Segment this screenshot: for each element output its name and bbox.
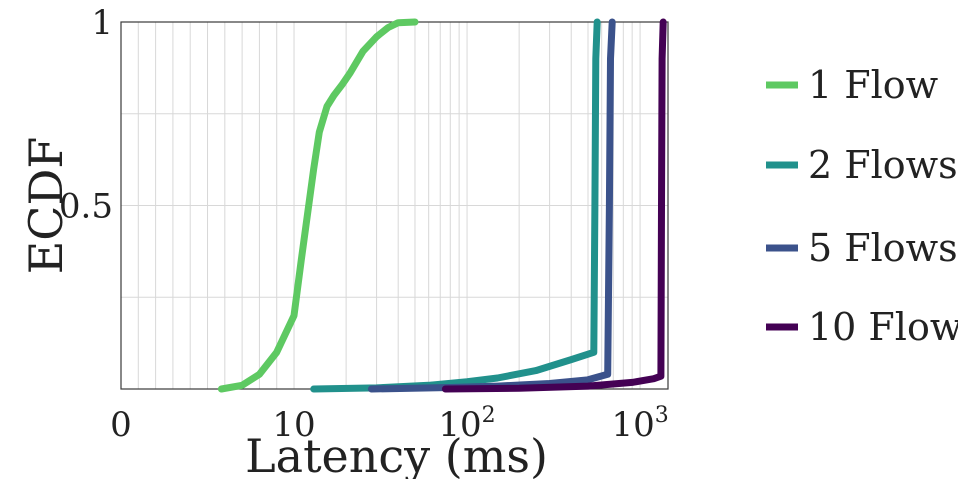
x-tick-base: 10 <box>438 405 481 445</box>
x-tick-label: 0 <box>110 405 132 445</box>
series-lines <box>217 18 667 393</box>
grid-lines <box>121 22 668 389</box>
y-tick-label: 0.5 <box>59 187 113 227</box>
x-axis-label: Latency (ms) <box>245 429 548 479</box>
y-tick-label: 1 <box>91 3 113 43</box>
y-axis-label: ECDF <box>19 137 73 275</box>
x-tick-label: 103 <box>611 403 668 445</box>
x-tick-base: 10 <box>611 405 654 445</box>
series-line-1-flow <box>217 18 419 393</box>
legend-label: 1 Flow <box>808 63 939 107</box>
x-tick-label: 10 <box>272 405 315 445</box>
series-line-10-flows <box>441 18 667 393</box>
legend-label: 5 Flows <box>808 226 958 270</box>
x-tick-base: 0 <box>110 405 132 445</box>
x-tick-exponent: 2 <box>482 403 496 428</box>
x-tick-labels: 0 10 102 103 <box>110 403 669 445</box>
legend-label: 2 Flows <box>808 143 958 187</box>
y-tick-labels: 0.51 <box>59 3 113 227</box>
x-tick-exponent: 3 <box>655 403 669 428</box>
legend: 1 Flow 2 Flows 5 Flows 10 Flows <box>766 63 958 349</box>
x-tick-base: 10 <box>272 405 315 445</box>
legend-label: 10 Flows <box>808 305 958 349</box>
x-tick-label: 102 <box>438 403 495 445</box>
